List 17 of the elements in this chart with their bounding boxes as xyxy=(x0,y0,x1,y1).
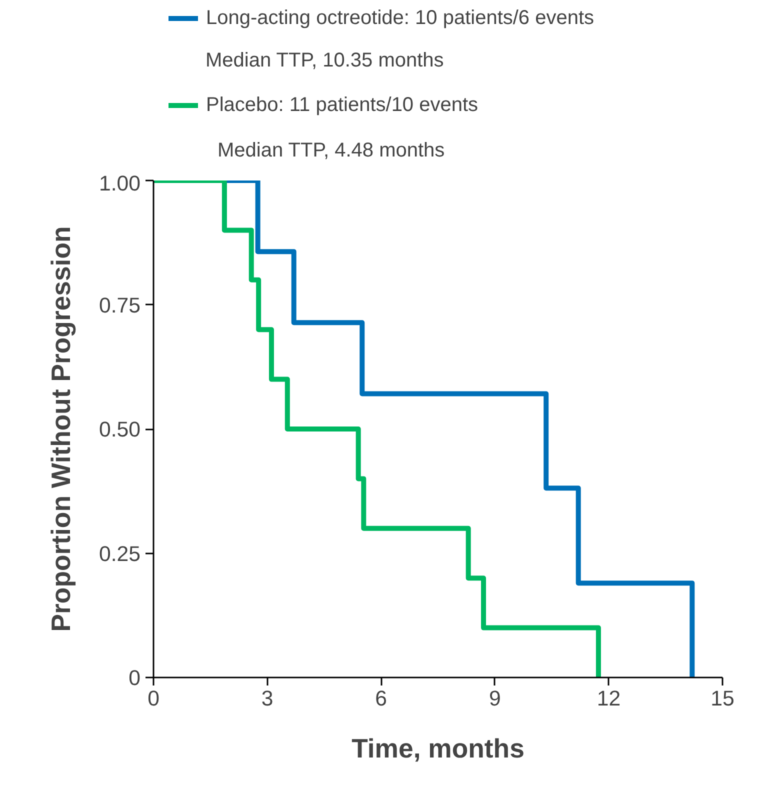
y-tick-label: 1.00 xyxy=(98,172,141,196)
x-axis-title: Time, months xyxy=(352,734,524,764)
legend-label: Placebo: 11 patients/10 events xyxy=(206,92,478,118)
y-tick-label: 0 xyxy=(128,666,141,690)
legend-label: Long-acting octreotide: 10 patients/6 events xyxy=(206,6,594,30)
text: Median TTP, 4.48 months xyxy=(218,140,445,162)
y-tick-label: 0.50 xyxy=(98,418,141,442)
x-tick-label: 0 xyxy=(148,686,160,710)
x-tick-label: 3 xyxy=(261,686,274,710)
x-tick-label: 6 xyxy=(375,686,388,710)
text: Median TTP, 10.35 months xyxy=(206,50,444,72)
y-tick-label: 0.25 xyxy=(98,542,141,566)
x-tick-label: 12 xyxy=(596,686,621,710)
x-tick-label: 15 xyxy=(710,686,734,710)
y-axis-title: Proportion Without Progression xyxy=(46,226,76,632)
x-tick-label: 9 xyxy=(488,686,501,710)
y-tick-label: 0.75 xyxy=(98,293,141,318)
